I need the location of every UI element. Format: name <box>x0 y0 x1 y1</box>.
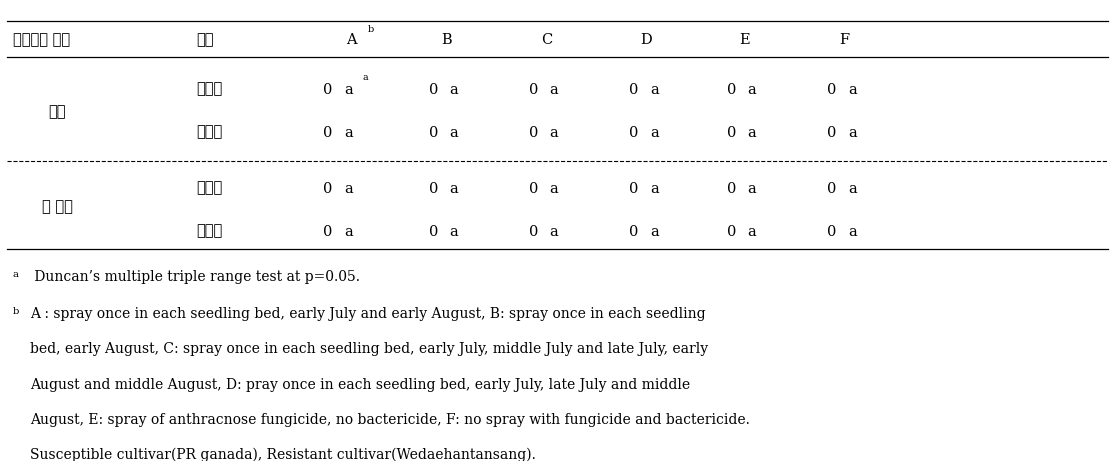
Text: D: D <box>641 33 652 47</box>
Text: a: a <box>343 83 352 97</box>
Text: 0: 0 <box>429 126 438 140</box>
Text: 재배: 재배 <box>48 106 66 119</box>
Text: a: a <box>343 126 352 140</box>
Text: 0: 0 <box>323 182 333 195</box>
Text: 녹비작물 재배: 녹비작물 재배 <box>12 33 69 47</box>
Text: a: a <box>550 182 559 195</box>
Text: a: a <box>650 182 659 195</box>
Text: 감수성: 감수성 <box>196 83 222 97</box>
Text: 0: 0 <box>530 225 539 239</box>
Text: 0: 0 <box>727 225 737 239</box>
Text: 0: 0 <box>827 182 836 195</box>
Text: a: a <box>748 126 756 140</box>
Text: a: a <box>550 83 559 97</box>
Text: C: C <box>541 33 552 47</box>
Text: 0: 0 <box>429 225 438 239</box>
Text: a: a <box>650 83 659 97</box>
Text: A: A <box>346 33 357 47</box>
Text: 0: 0 <box>530 126 539 140</box>
Text: a: a <box>847 225 856 239</box>
Text: a: a <box>550 225 559 239</box>
Text: a: a <box>343 182 352 195</box>
Text: a: a <box>847 126 856 140</box>
Text: b: b <box>367 25 374 34</box>
Text: bed, early August, C: spray once in each seedling bed, early July, middle July a: bed, early August, C: spray once in each… <box>30 342 708 356</box>
Text: a: a <box>847 83 856 97</box>
Text: 0: 0 <box>429 83 438 97</box>
Text: 저항성: 저항성 <box>196 126 222 140</box>
Text: 저항성: 저항성 <box>196 225 222 239</box>
Text: a: a <box>12 270 19 279</box>
Text: A : spray once in each seedling bed, early July and early August, B: spray once : A : spray once in each seedling bed, ear… <box>30 307 706 321</box>
Text: a: a <box>650 225 659 239</box>
Text: 감수성: 감수성 <box>196 182 222 195</box>
Text: 0: 0 <box>530 182 539 195</box>
Text: a: a <box>748 182 756 195</box>
Text: a: a <box>449 126 458 140</box>
Text: 0: 0 <box>629 126 639 140</box>
Text: a: a <box>449 225 458 239</box>
Text: August and middle August, D: pray once in each seedling bed, early July, late Ju: August and middle August, D: pray once i… <box>30 378 690 391</box>
Text: a: a <box>748 83 756 97</box>
Text: 0: 0 <box>323 225 333 239</box>
Text: a: a <box>449 83 458 97</box>
Text: 0: 0 <box>727 83 737 97</box>
Text: 0: 0 <box>727 182 737 195</box>
Text: a: a <box>362 73 368 82</box>
Text: August, E: spray of anthracnose fungicide, no bactericide, F: no spray with fung: August, E: spray of anthracnose fungicid… <box>30 413 750 427</box>
Text: 0: 0 <box>827 126 836 140</box>
Text: b: b <box>12 307 19 316</box>
Text: 품종: 품종 <box>196 33 214 47</box>
Text: 0: 0 <box>530 83 539 97</box>
Text: 0: 0 <box>727 126 737 140</box>
Text: 0: 0 <box>323 83 333 97</box>
Text: F: F <box>840 33 850 47</box>
Text: 0: 0 <box>429 182 438 195</box>
Text: B: B <box>440 33 452 47</box>
Text: a: a <box>650 126 659 140</box>
Text: 0: 0 <box>629 225 639 239</box>
Text: 0: 0 <box>827 225 836 239</box>
Text: a: a <box>343 225 352 239</box>
Text: 0: 0 <box>629 83 639 97</box>
Text: 0: 0 <box>629 182 639 195</box>
Text: 0: 0 <box>323 126 333 140</box>
Text: 0: 0 <box>827 83 836 97</box>
Text: Duncan’s multiple triple range test at p=0.05.: Duncan’s multiple triple range test at p… <box>30 270 360 284</box>
Text: a: a <box>449 182 458 195</box>
Text: a: a <box>550 126 559 140</box>
Text: a: a <box>847 182 856 195</box>
Text: Susceptible cultivar(PR ganada), Resistant cultivar(Wedaehantansang).: Susceptible cultivar(PR ganada), Resista… <box>30 448 536 461</box>
Text: 무 재배: 무 재배 <box>41 200 72 214</box>
Text: a: a <box>748 225 756 239</box>
Text: E: E <box>739 33 749 47</box>
